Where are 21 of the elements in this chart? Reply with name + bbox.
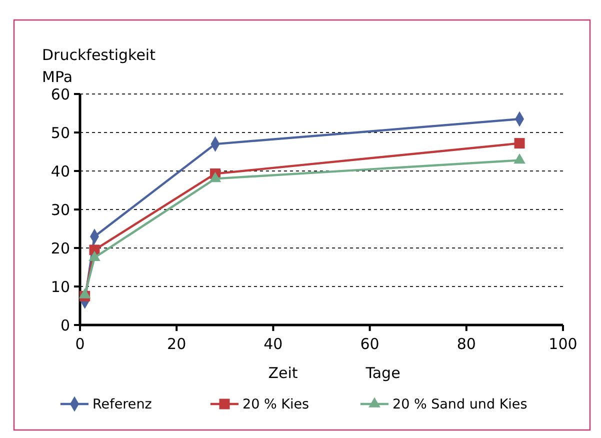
y-axis-title: Druckfestigkeit MPa bbox=[42, 46, 156, 86]
x-tick-label: 100 bbox=[548, 335, 578, 353]
legend-label: Referenz bbox=[92, 396, 152, 413]
y-tick-label: 0 bbox=[60, 316, 70, 334]
x-tick-label: 20 bbox=[167, 335, 186, 353]
y-tick-label: 50 bbox=[50, 124, 70, 142]
point bbox=[78, 288, 91, 298]
y-tick-label: 20 bbox=[50, 239, 70, 258]
point bbox=[514, 138, 525, 149]
x-tick-label: 0 bbox=[75, 335, 85, 353]
x-tick-label: 40 bbox=[264, 335, 283, 353]
legend-label: 20 % Sand und Kies bbox=[392, 396, 528, 413]
text: Zeit Tage bbox=[268, 364, 400, 382]
legend-label: 20 % Kies bbox=[242, 396, 310, 413]
y-tick-label: 60 bbox=[50, 85, 70, 104]
y-tick-label: 30 bbox=[50, 200, 70, 219]
point bbox=[88, 250, 100, 262]
y-tick-label: 40 bbox=[50, 162, 70, 180]
x-tick-label: 80 bbox=[456, 335, 476, 353]
x-tick-label: 60 bbox=[360, 335, 380, 353]
y-tick-label: 10 bbox=[50, 278, 70, 296]
